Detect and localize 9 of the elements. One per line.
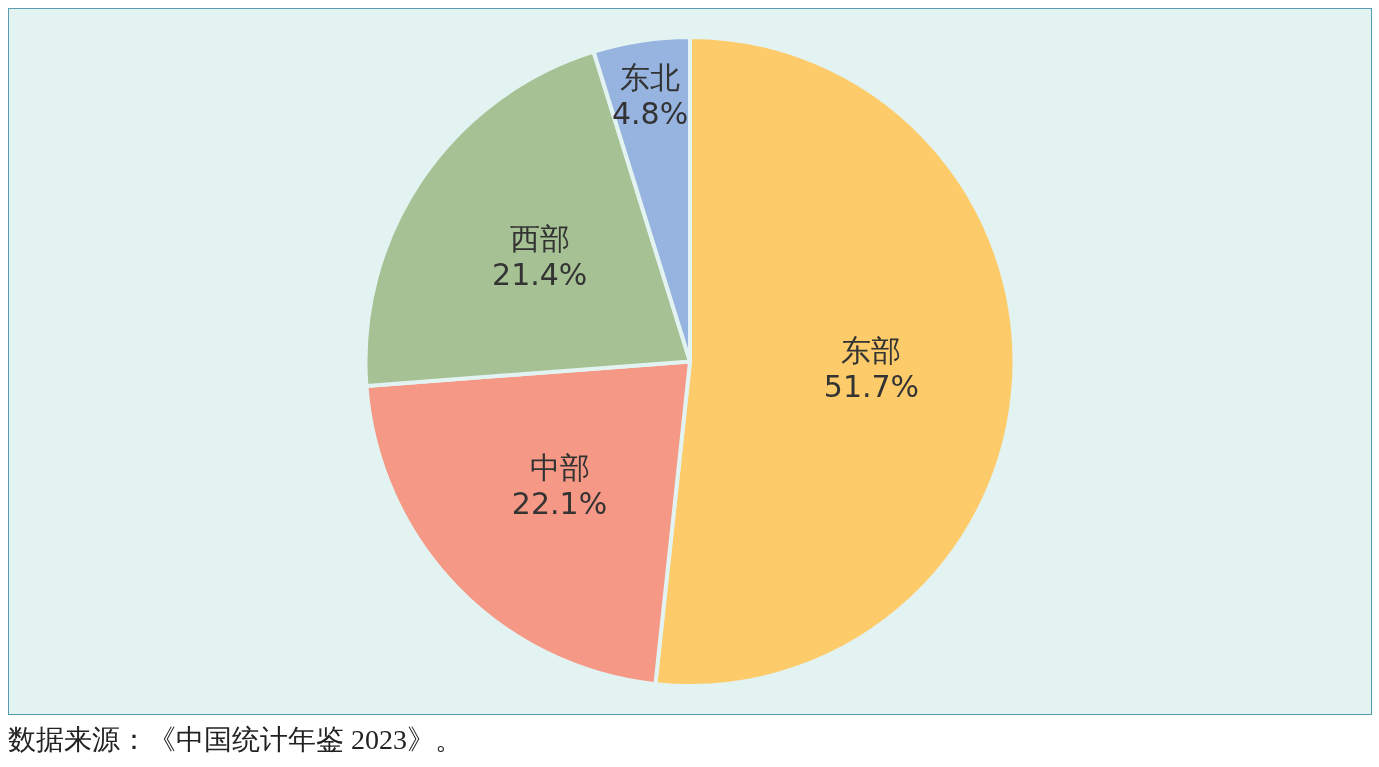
slice-label: 东北: [620, 60, 681, 96]
data-label: 51.7%: [823, 369, 920, 404]
slice-label: 西部: [509, 221, 570, 257]
source-note: 数据来源：《中国统计年鉴 2023》。: [8, 723, 464, 757]
slice-label: 东部: [841, 333, 902, 368]
data-label: 21.4%: [492, 257, 588, 293]
data-label: 22.1%: [511, 485, 608, 521]
data-label: 4.8%: [611, 96, 689, 132]
slice-label: 中部: [529, 449, 590, 485]
